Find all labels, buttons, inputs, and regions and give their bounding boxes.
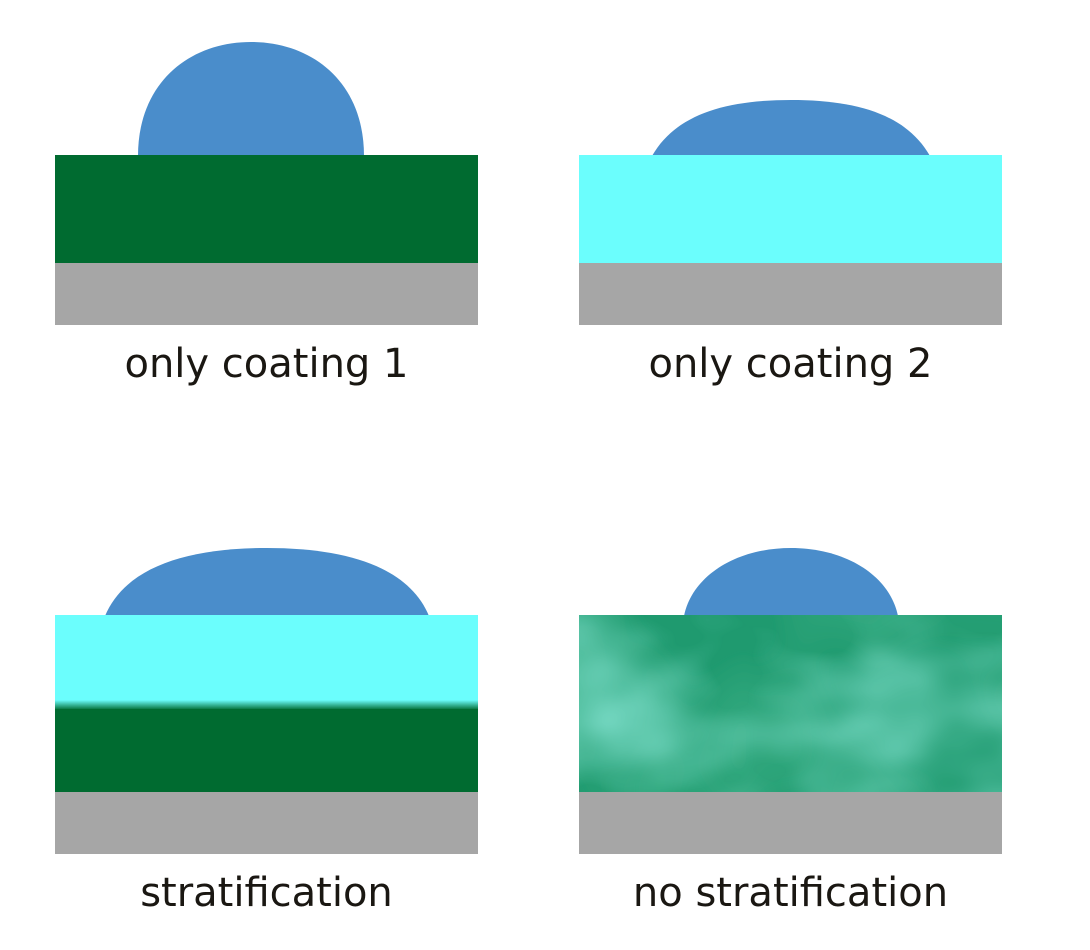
- coating-1-bottom-layer: [55, 709, 478, 793]
- droplet-medium-angle: [684, 548, 898, 616]
- substrate-layer: [55, 263, 478, 325]
- coating-2-layer: [579, 155, 1002, 264]
- caption-mixed: no stratification: [632, 870, 949, 916]
- droplet-high-angle: [138, 42, 364, 156]
- droplet-low-angle: [105, 548, 429, 616]
- substrate-layer: [55, 792, 478, 854]
- caption-coating-1-only: only coating 1: [124, 341, 409, 387]
- coating-2-top-layer: [55, 615, 478, 703]
- mixed-coating-light-mottle: [579, 615, 1002, 793]
- panel-stratified: [55, 548, 478, 854]
- droplet-low-angle: [652, 100, 930, 156]
- panel-coating-1-only: [55, 42, 478, 325]
- panel-coating-2-only: [579, 100, 1002, 325]
- panel-mixed: [579, 548, 1002, 854]
- coating-1-layer: [55, 155, 478, 264]
- caption-stratified: stratification: [140, 870, 393, 916]
- stratification-interface: [55, 700, 478, 710]
- substrate-layer: [579, 263, 1002, 325]
- caption-coating-2-only: only coating 2: [648, 341, 933, 387]
- substrate-layer: [579, 792, 1002, 854]
